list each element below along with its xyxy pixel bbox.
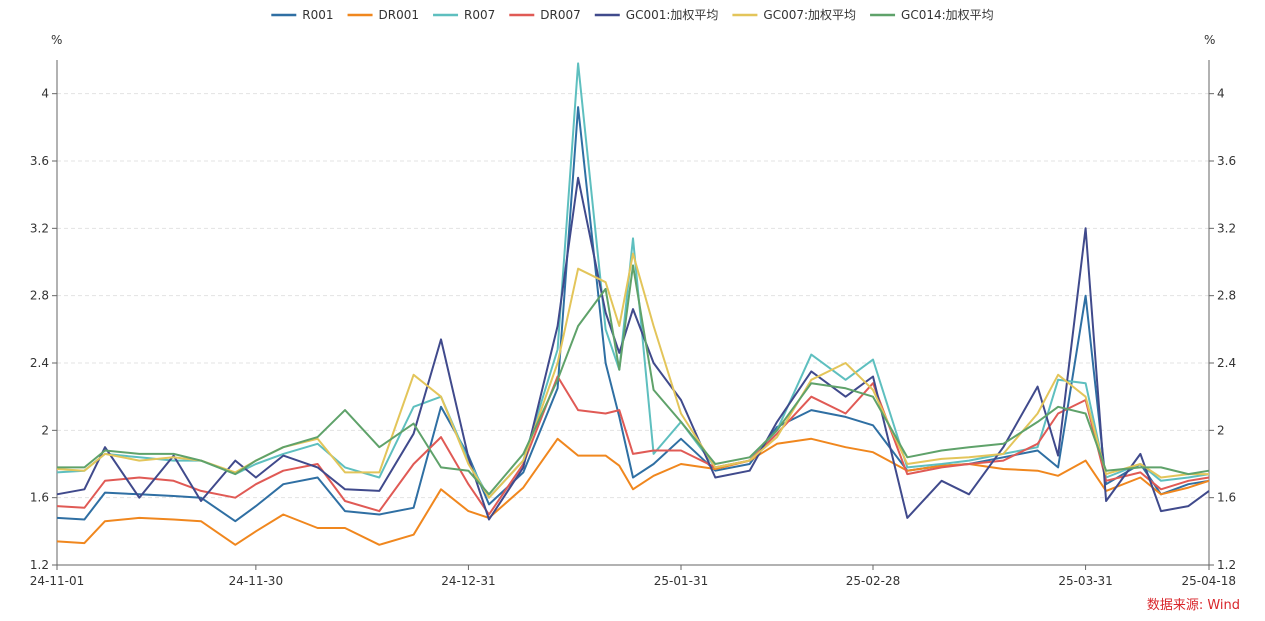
chart-series-lines xyxy=(56,62,1210,546)
legend-label: R007 xyxy=(464,8,495,22)
series-line xyxy=(56,106,1210,523)
series-line xyxy=(57,264,1210,496)
y-tick-label-left: 3.6 xyxy=(30,154,49,168)
legend-item[interactable]: GC014:加权平均 xyxy=(870,8,994,22)
legend-item[interactable]: GC001:加权平均 xyxy=(594,8,719,22)
series-line xyxy=(56,437,1210,546)
legend-item[interactable]: DR007 xyxy=(509,8,581,22)
y-tick-label-right: 1.2 xyxy=(1217,558,1236,572)
x-tick-label: 25-01-31 xyxy=(654,574,708,588)
legend-label: GC001:加权平均 xyxy=(626,8,719,22)
legend-item[interactable]: R001 xyxy=(271,8,334,22)
y-tick-label-left: 2 xyxy=(41,423,49,437)
y-tick-label-right: 3.6 xyxy=(1217,154,1236,168)
series-line xyxy=(56,375,1210,516)
x-tick-label: 24-12-31 xyxy=(441,574,495,588)
y-tick-label-right: 4 xyxy=(1217,87,1225,101)
y-tick-label-right: 2 xyxy=(1217,423,1225,437)
series-line xyxy=(56,176,1210,521)
chart-gridlines xyxy=(57,93,1209,499)
y-axis-unit-right: % xyxy=(1204,33,1215,47)
legend-label: R001 xyxy=(302,8,333,22)
chart-legend[interactable]: R001 DR001 R007 DR007 GC001:加权平均 GC007:加权平均 GC… xyxy=(271,8,994,22)
legend-label: DR007 xyxy=(540,8,580,22)
y-tick-label-left: 1.2 xyxy=(30,558,49,572)
y-tick-label-left: 2.8 xyxy=(30,289,49,303)
x-tick-label: 25-03-31 xyxy=(1058,574,1112,588)
data-source-note: 数据来源: Wind xyxy=(1147,598,1240,613)
y-tick-label-right: 2.8 xyxy=(1217,289,1236,303)
legend-item[interactable]: DR001 xyxy=(347,8,419,22)
series-line xyxy=(56,252,1209,499)
chart-axes: 1.2 1.2 1.6 1.6 2 2 2.4 2.4 2.8 2.8 3.2 3.2 3.6 3.6 4 4… xyxy=(30,60,1236,588)
x-tick-label: 24-11-30 xyxy=(229,574,283,588)
y-tick-label-left: 4 xyxy=(41,87,49,101)
x-tick-label: 24-11-01 xyxy=(30,574,84,588)
legend-label: GC014:加权平均 xyxy=(901,8,994,22)
series-line xyxy=(56,62,1210,499)
y-tick-label-right: 1.6 xyxy=(1217,491,1236,505)
y-tick-label-left: 2.4 xyxy=(30,356,49,370)
y-tick-label-left: 3.2 xyxy=(30,221,49,235)
legend-item[interactable]: R007 xyxy=(433,8,495,22)
x-tick-label: 25-04-18 xyxy=(1182,574,1236,588)
y-tick-label-right: 2.4 xyxy=(1217,356,1236,370)
legend-label: DR001 xyxy=(379,8,419,22)
legend-label: GC007:加权平均 xyxy=(763,8,856,22)
legend-item[interactable]: GC007:加权平均 xyxy=(732,8,856,22)
x-tick-label: 25-02-28 xyxy=(846,574,900,588)
y-tick-label-right: 3.2 xyxy=(1217,221,1236,235)
y-tick-label-left: 1.6 xyxy=(30,491,49,505)
y-axis-unit-left: % xyxy=(51,33,62,47)
